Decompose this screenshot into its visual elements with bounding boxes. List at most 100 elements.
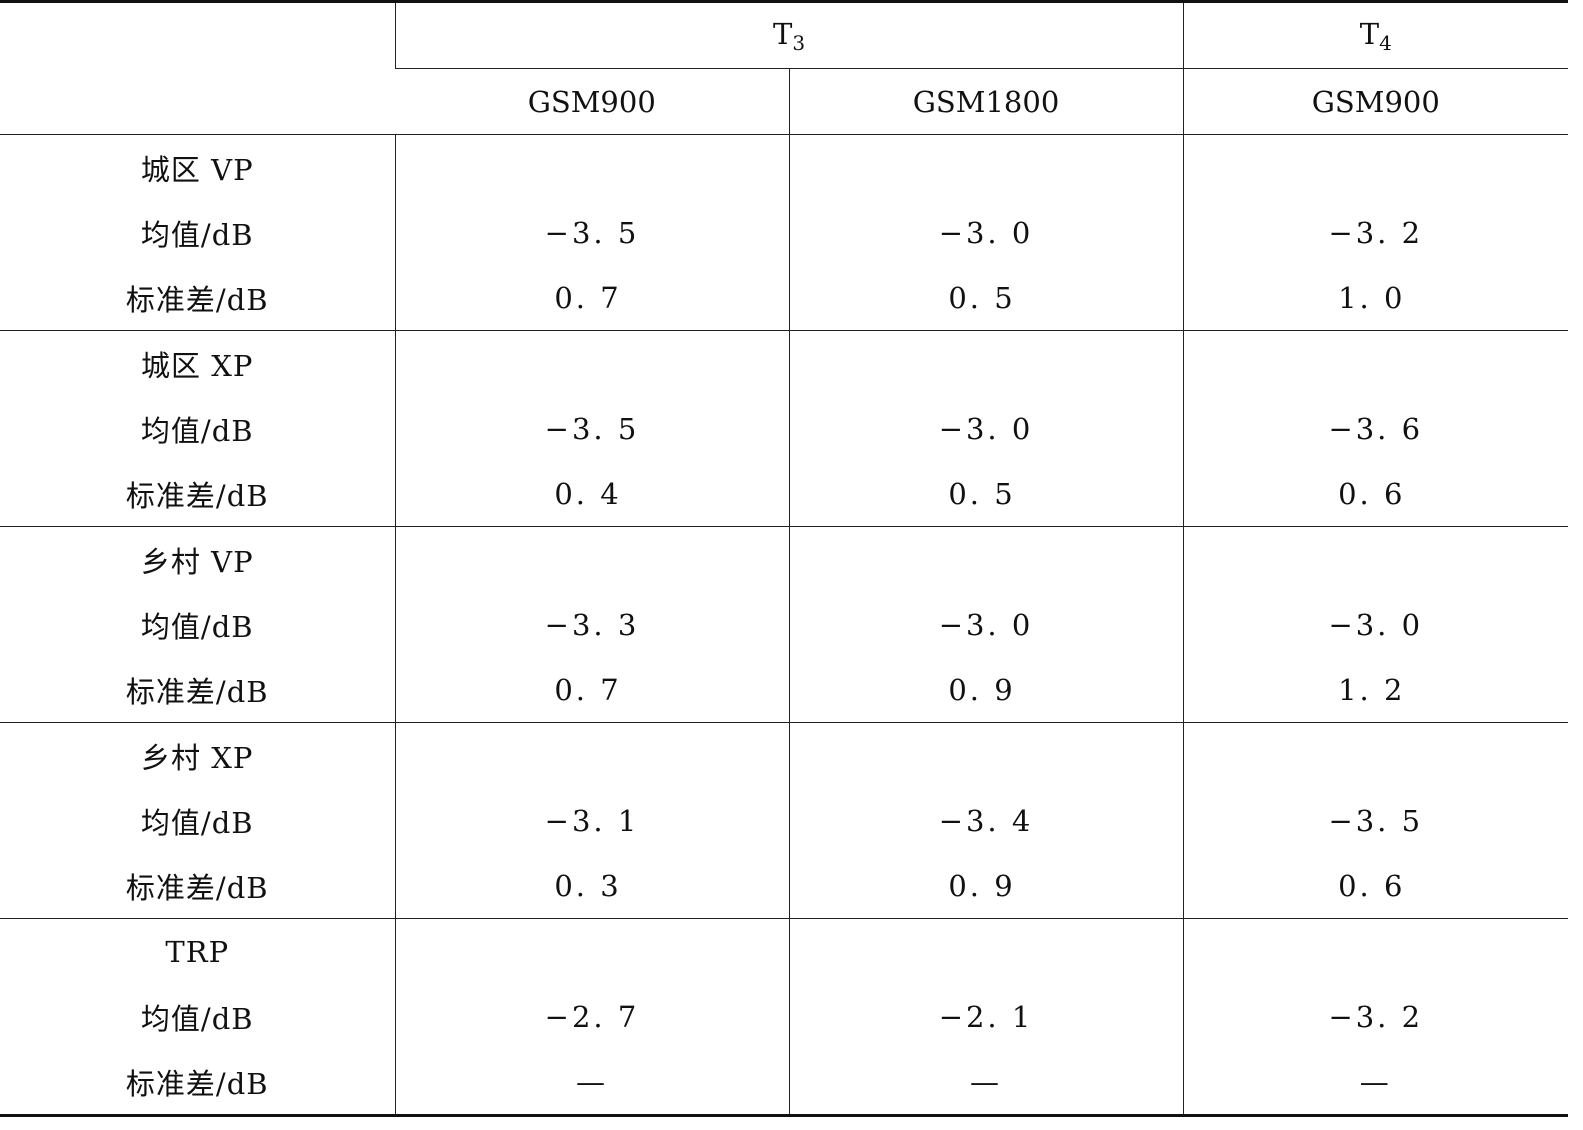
mean-value: −3. 0	[788, 200, 1184, 265]
mean-value: −2. 7	[394, 984, 789, 1049]
mean-label: 均值/dB	[140, 805, 254, 840]
empty-cell	[788, 526, 1184, 592]
std-row: 标准差/dB 0. 3 0. 9 0. 6	[0, 853, 1569, 919]
std-cell: 0. 9	[788, 657, 1184, 723]
section-title-row: 城区 XP	[0, 330, 1569, 396]
empty-cell	[788, 134, 1184, 200]
std-cell: 0. 4	[394, 461, 789, 527]
std-label: 标准差/dB	[125, 478, 269, 513]
std-row: 标准差/dB — — —	[0, 1049, 1569, 1116]
mean-row: 均值/dB −3. 3 −3. 0 −3. 0	[0, 592, 1569, 657]
empty-cell	[394, 918, 789, 984]
table-section: TRP 均值/dB −2. 7 −2. 1 −3. 2 标准差/dB — — —	[0, 918, 1569, 1116]
std-cell: 1. 2	[1182, 657, 1569, 723]
mean-value: −3. 1	[394, 788, 789, 853]
header-column-t3-gsm1800: GSM1800	[788, 68, 1184, 135]
std-label: 标准差/dB	[125, 1066, 269, 1101]
empty-cell	[394, 526, 789, 592]
empty-cell	[394, 330, 789, 396]
std-label: 标准差/dB	[125, 870, 269, 905]
mean-value: −3. 4	[788, 788, 1184, 853]
mean-value: −3. 5	[1182, 788, 1569, 853]
header-group-row: T3 T4	[0, 1, 1569, 69]
section-title-row: TRP	[0, 918, 1569, 984]
std-cell: 0. 5	[788, 265, 1184, 331]
std-value: 0. 6	[1338, 476, 1406, 511]
section-title: TRP	[165, 934, 230, 969]
mean-value: −3. 0	[788, 396, 1184, 461]
header-column-t3-gsm900: GSM900	[527, 84, 656, 119]
section-title: 城区 VP	[140, 152, 254, 187]
std-value: 0. 9	[948, 868, 1016, 903]
mean-value: −3. 5	[394, 200, 789, 265]
empty-cell	[1182, 722, 1569, 788]
mean-label: 均值/dB	[140, 413, 254, 448]
data-table: T3 T4 GSM900 GSM1800 GSM900 城区 VP 均值/dB …	[0, 1, 1569, 1116]
section-title: 乡村 VP	[140, 544, 254, 579]
header-corner-cell	[0, 2, 395, 135]
mean-value: −3. 2	[1182, 984, 1569, 1049]
table-section: 城区 XP 均值/dB −3. 5 −3. 0 −3. 6 标准差/dB 0. …	[0, 330, 1569, 527]
std-value: 0. 9	[948, 672, 1016, 707]
std-row: 标准差/dB 0. 4 0. 5 0. 6	[0, 461, 1569, 527]
std-cell: 0. 6	[1182, 461, 1569, 527]
empty-cell	[394, 722, 789, 788]
mean-row: 均值/dB −3. 5 −3. 0 −3. 6	[0, 396, 1569, 461]
header-group-t4-subscript: 4	[1379, 30, 1392, 55]
mean-value: −3. 3	[394, 592, 789, 657]
std-value: —	[1182, 1049, 1569, 1116]
std-value: 0. 7	[554, 672, 622, 707]
mean-label: 均值/dB	[140, 217, 254, 252]
empty-cell	[1182, 134, 1569, 200]
std-value: —	[788, 1049, 1184, 1116]
empty-cell	[788, 722, 1184, 788]
mean-label: 均值/dB	[140, 609, 254, 644]
std-label: 标准差/dB	[125, 674, 269, 709]
header-group-t4: T4	[1182, 1, 1569, 69]
mean-value: −3. 0	[788, 592, 1184, 657]
header-group-t4-label: T	[1359, 16, 1380, 51]
mean-value: −3. 0	[1182, 592, 1569, 657]
table-section: 乡村 VP 均值/dB −3. 3 −3. 0 −3. 0 标准差/dB 0. …	[0, 526, 1569, 723]
table-section: 城区 VP 均值/dB −3. 5 −3. 0 −3. 2 标准差/dB 0. …	[0, 134, 1569, 331]
table-section: 乡村 XP 均值/dB −3. 1 −3. 4 −3. 5 标准差/dB 0. …	[0, 722, 1569, 919]
std-row: 标准差/dB 0. 7 0. 9 1. 2	[0, 657, 1569, 723]
empty-cell	[394, 134, 789, 200]
std-cell: 0. 5	[788, 461, 1184, 527]
header-column-row: GSM900 GSM1800 GSM900	[0, 68, 1569, 135]
empty-cell	[788, 330, 1184, 396]
mean-value: −3. 2	[1182, 200, 1569, 265]
empty-cell	[1182, 918, 1569, 984]
mean-value: −2. 1	[788, 984, 1184, 1049]
section-title: 乡村 XP	[141, 740, 254, 775]
std-value: 1. 2	[1338, 672, 1406, 707]
header-group-t3-label: T	[772, 16, 793, 51]
mean-label: 均值/dB	[140, 1001, 254, 1036]
std-label: 标准差/dB	[125, 282, 269, 317]
std-cell: 0. 7	[394, 657, 789, 723]
std-value: 0. 7	[554, 280, 622, 315]
section-title-row: 城区 VP	[0, 134, 1569, 200]
std-value: 0. 6	[1338, 868, 1406, 903]
std-row: 标准差/dB 0. 7 0. 5 1. 0	[0, 265, 1569, 331]
std-cell: 0. 7	[394, 265, 789, 331]
header-column-t4-gsm900: GSM900	[1182, 68, 1569, 135]
std-value: 0. 5	[948, 476, 1016, 511]
header-group-t3: T3	[394, 1, 1184, 69]
mean-value: −3. 6	[1182, 396, 1569, 461]
mean-row: 均值/dB −3. 5 −3. 0 −3. 2	[0, 200, 1569, 265]
section-title: 城区 XP	[141, 348, 254, 383]
std-cell: 0. 9	[788, 853, 1184, 919]
mean-row: 均值/dB −2. 7 −2. 1 −3. 2	[0, 984, 1569, 1049]
empty-cell	[1182, 526, 1569, 592]
header-group-t3-subscript: 3	[792, 30, 806, 55]
mean-value: −3. 5	[394, 396, 789, 461]
std-cell: 1. 0	[1182, 265, 1569, 331]
std-value: 1. 0	[1338, 280, 1406, 315]
empty-cell	[788, 918, 1184, 984]
std-value: 0. 3	[554, 868, 622, 903]
std-value: —	[394, 1049, 789, 1116]
std-value: 0. 4	[554, 476, 622, 511]
section-title-row: 乡村 XP	[0, 722, 1569, 788]
empty-cell	[1182, 330, 1569, 396]
